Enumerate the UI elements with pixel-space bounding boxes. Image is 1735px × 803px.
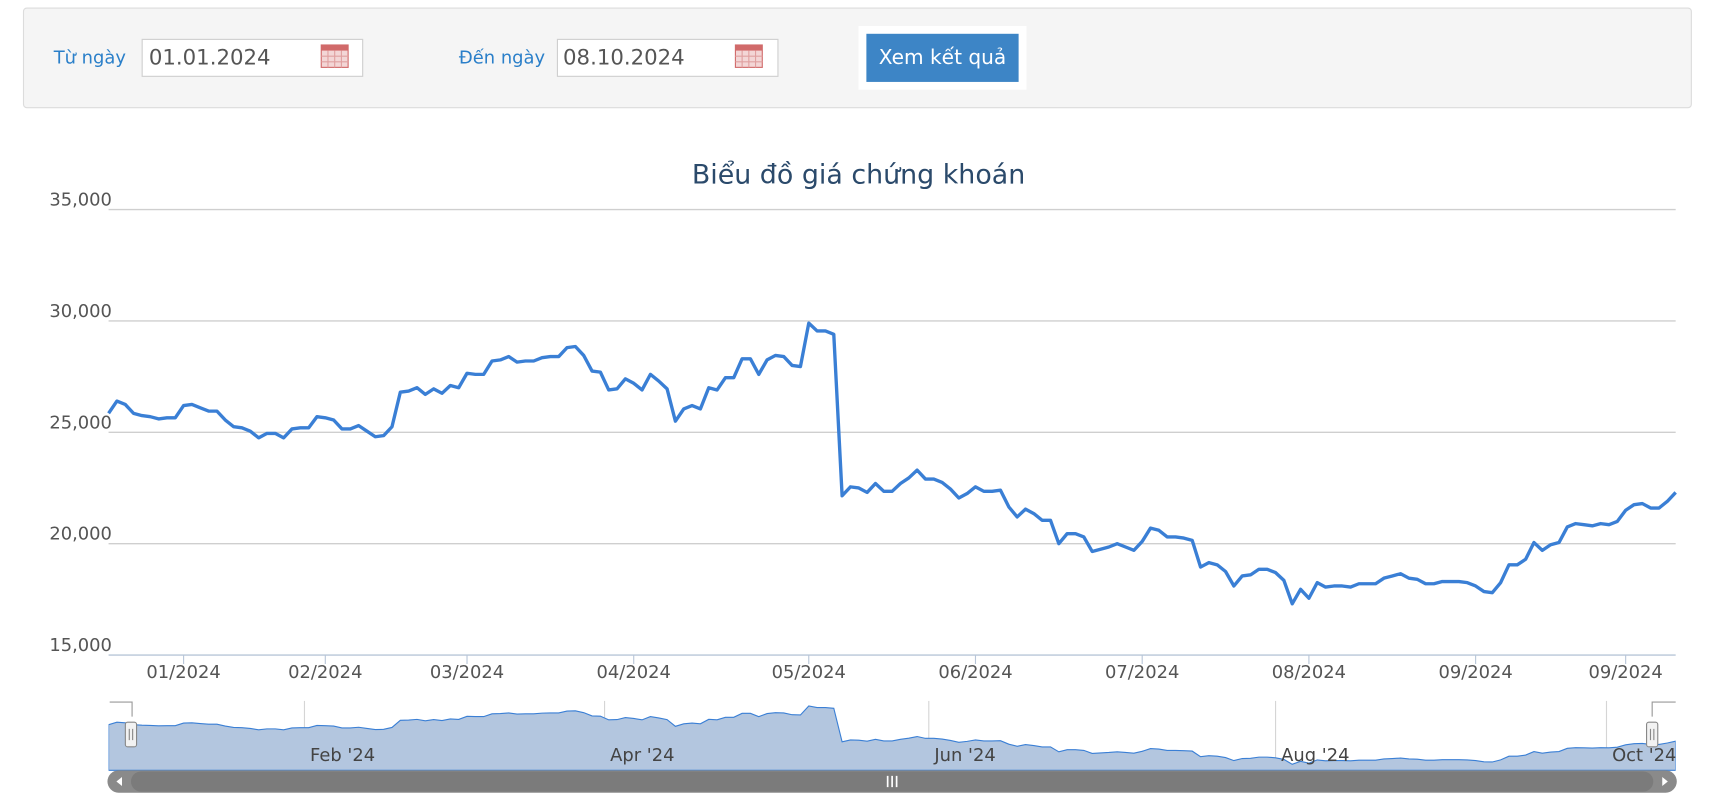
to-label: Đến ngày	[459, 47, 546, 68]
from-label: Từ ngày	[53, 47, 127, 68]
y-tick-label: 25,000	[49, 412, 112, 433]
scroll-grip	[886, 775, 898, 788]
handle-grip	[128, 728, 134, 741]
x-tick-label: 01/2024	[146, 662, 220, 683]
x-tick-label: 02/2024	[288, 662, 362, 683]
handle-grip	[1649, 728, 1655, 741]
x-tick-label: 07/2024	[1105, 662, 1179, 683]
navigator-handle[interactable]	[1646, 721, 1659, 748]
navigator-label: Oct '24	[1612, 745, 1676, 766]
x-tick-label: 09/2024	[1588, 662, 1662, 683]
navigator-frame	[109, 701, 1676, 717]
button-label: Xem kết quả	[879, 45, 1006, 69]
scroll-left	[116, 777, 123, 786]
calendar-icon[interactable]	[734, 44, 763, 68]
y-tick-label: 35,000	[49, 190, 112, 211]
navigator-handle[interactable]	[124, 721, 138, 748]
x-tick-label: 06/2024	[938, 662, 1012, 683]
y-tick-label: 30,000	[49, 301, 112, 322]
from-value: 01.01.2024	[149, 45, 271, 70]
navigator-area	[108, 705, 1676, 771]
x-tick-label: 08/2024	[1272, 662, 1346, 683]
y-tick-label: 15,000	[49, 635, 112, 656]
to-value: 08.10.2024	[563, 45, 685, 70]
navigator-label: Apr '24	[610, 745, 674, 766]
x-tick-label: 05/2024	[772, 662, 846, 683]
navigator-label: Aug '24	[1281, 745, 1349, 766]
x-tick-label: 03/2024	[430, 662, 504, 683]
x-tick-label: 09/2024	[1438, 662, 1512, 683]
navigator-label: Feb '24	[310, 745, 375, 766]
y-tick-label: 20,000	[49, 524, 112, 545]
x-tick-label: 04/2024	[597, 662, 671, 683]
price-line	[107, 321, 1677, 606]
navigator-label: Jun '24	[933, 745, 995, 766]
calendar-icon[interactable]	[320, 44, 349, 68]
filter-panel	[22, 7, 1692, 109]
chart-title: Biểu đồ giá chứng khoán	[692, 159, 1025, 190]
submit-button[interactable]	[866, 33, 1019, 82]
scroll-right	[1662, 777, 1668, 786]
navigator-series: Feb '24 Apr '24 Jun '24 Aug '24 Oct '24	[108, 705, 1676, 771]
